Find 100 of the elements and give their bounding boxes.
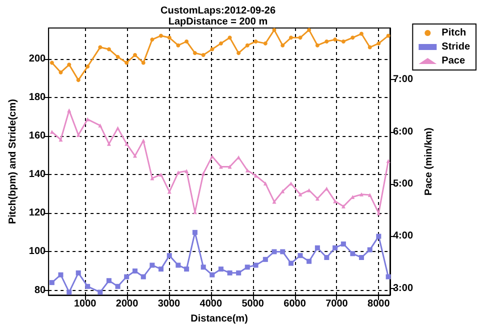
y2-tick-label: 5:00: [393, 178, 414, 190]
point: [167, 190, 172, 194]
point: [368, 45, 372, 50]
point: [306, 258, 312, 264]
point: [236, 51, 241, 56]
point: [228, 36, 232, 40]
point: [218, 266, 224, 272]
point: [254, 174, 258, 178]
y2-tick-label: 3:00: [393, 282, 414, 294]
point: [76, 270, 81, 276]
point: [307, 28, 312, 32]
point: [298, 253, 303, 258]
point: [350, 36, 355, 40]
point: [49, 280, 54, 286]
point: [298, 36, 302, 40]
point: [340, 241, 346, 246]
point: [86, 64, 90, 69]
point: [158, 34, 163, 38]
point: [298, 192, 302, 196]
point: [184, 168, 189, 173]
point: [158, 266, 164, 272]
point: [116, 126, 120, 130]
point: [58, 272, 64, 278]
y-axis-title: Pitch(bpm) and Stride(cm): [8, 99, 18, 224]
point: [367, 247, 372, 252]
y-tick-label: 80: [34, 284, 46, 296]
y-tick-label: 180: [28, 92, 46, 103]
x-tick-label: 4000: [200, 298, 222, 310]
point: [76, 78, 80, 82]
point: [280, 43, 285, 48]
point: [324, 254, 330, 260]
point: [386, 274, 391, 280]
y2-tick-label: 6:00: [393, 126, 414, 138]
point: [376, 234, 382, 239]
point: [358, 254, 364, 260]
point: [86, 117, 90, 122]
point: [332, 245, 338, 250]
point: [176, 170, 180, 175]
chart-title: CustomLaps:2012-09-26: [160, 6, 276, 16]
point: [210, 272, 215, 278]
point: [50, 130, 54, 134]
legend-label: Stride: [442, 42, 470, 52]
y2-axis-title: Pace (min/km): [424, 128, 434, 196]
y-tick-label: 100: [28, 246, 46, 258]
point: [184, 40, 189, 44]
point: [386, 34, 390, 38]
x-tick-label: 5000: [242, 298, 264, 310]
point: [98, 290, 103, 295]
point: [200, 264, 206, 270]
point: [350, 251, 356, 256]
y2-tick-label: 7:00: [393, 74, 414, 86]
x-tick-label: 3000: [158, 298, 181, 310]
point: [98, 45, 102, 50]
point: [245, 43, 250, 48]
x-tick-label: 2000: [116, 298, 139, 310]
point: [176, 262, 181, 268]
point: [324, 40, 329, 44]
point: [115, 284, 120, 289]
point: [272, 249, 277, 254]
point: [150, 38, 154, 42]
point: [333, 38, 338, 42]
point: [85, 284, 90, 289]
point: [106, 278, 112, 284]
point: [359, 32, 364, 36]
chart-subtitle: LapDistance = 200 m: [168, 16, 268, 28]
point: [150, 262, 155, 268]
point: [314, 245, 320, 250]
point: [132, 154, 137, 158]
point: [141, 60, 146, 65]
point: [315, 43, 320, 48]
point: [132, 53, 137, 57]
point: [192, 51, 197, 56]
legend-label: Pace: [442, 56, 466, 66]
legend-label: Pitch: [442, 28, 466, 38]
point: [227, 270, 232, 276]
point: [341, 204, 346, 208]
point: [166, 253, 172, 258]
point: [184, 266, 190, 272]
point: [359, 192, 364, 196]
point: [124, 60, 129, 65]
point: [386, 159, 390, 164]
point: [244, 264, 250, 270]
point: [201, 53, 206, 57]
y2-tick-label: 4:00: [393, 230, 414, 242]
point: [236, 155, 241, 160]
y-tick-label: 160: [28, 130, 46, 142]
point: [263, 41, 268, 46]
point: [124, 274, 130, 280]
point: [210, 47, 214, 52]
y-tick-label: 140: [28, 169, 46, 180]
y-tick-label: 120: [28, 208, 46, 219]
point: [289, 36, 294, 40]
point: [280, 189, 285, 194]
x-tick-label: 6000: [284, 298, 306, 310]
point: [288, 260, 294, 266]
point: [245, 168, 250, 172]
point: [218, 41, 223, 46]
point: [218, 164, 223, 169]
point: [158, 172, 163, 177]
point: [67, 108, 72, 112]
